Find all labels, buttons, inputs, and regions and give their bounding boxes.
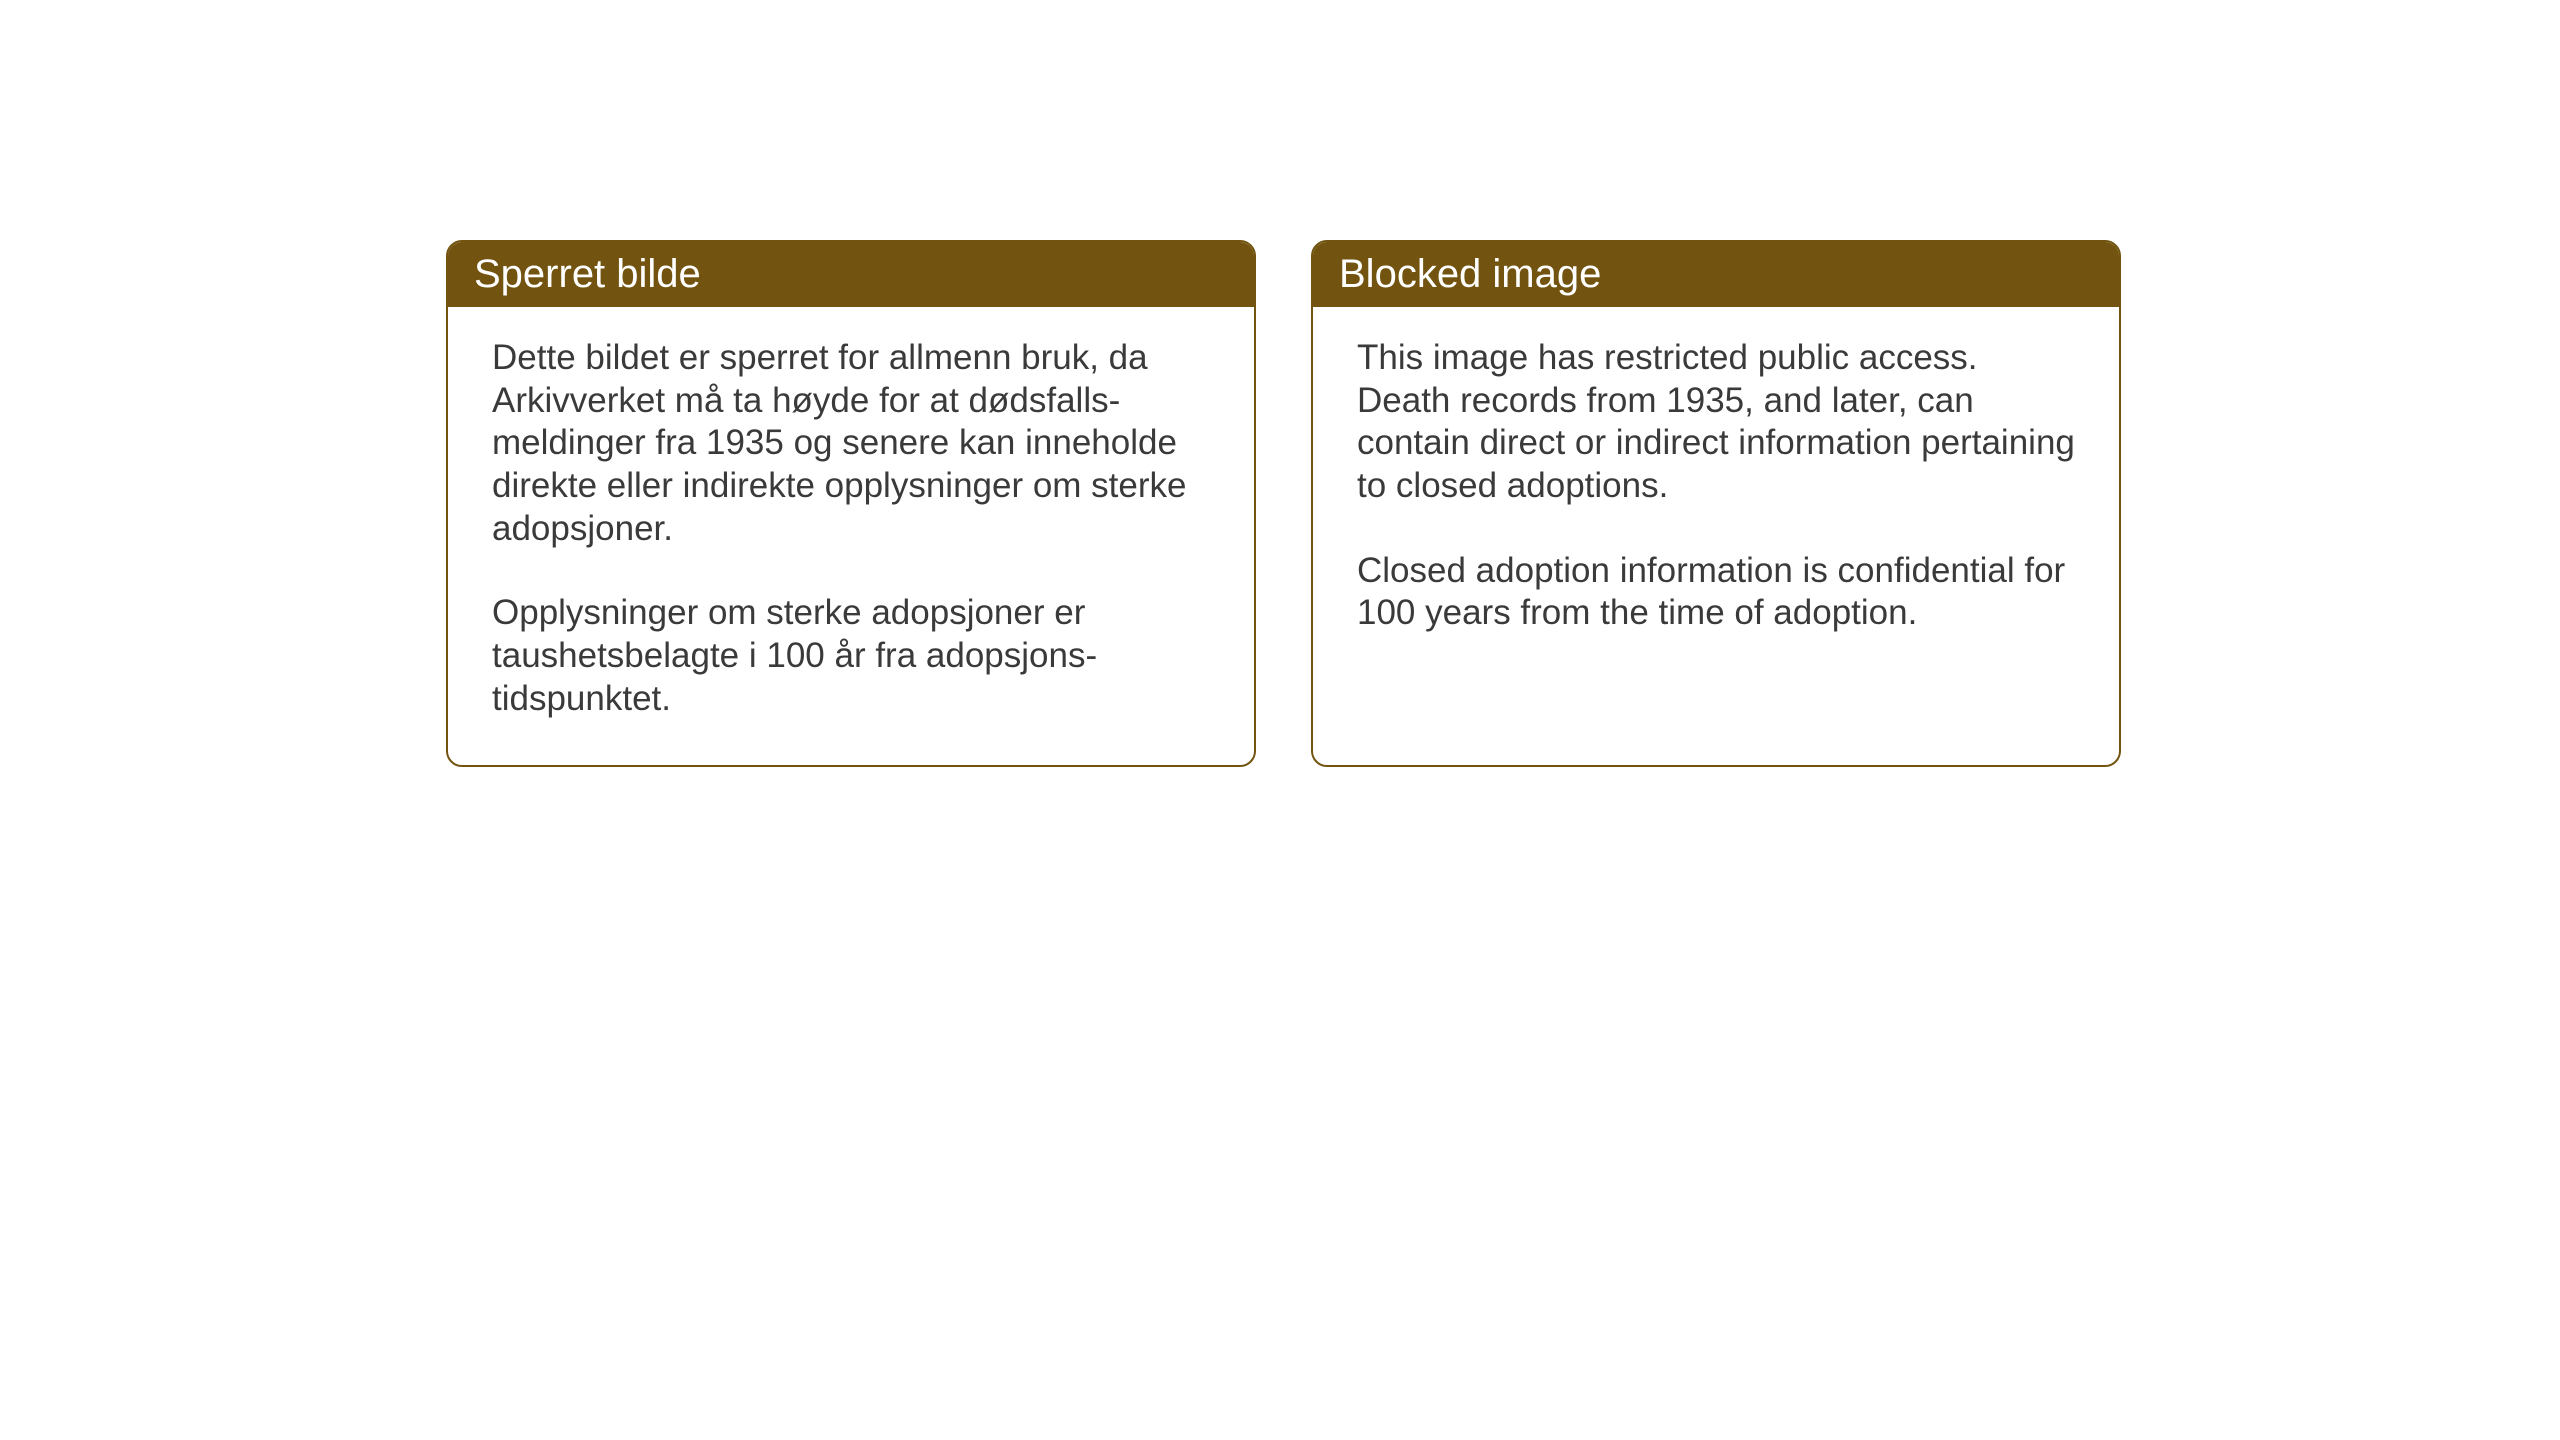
card-header-norwegian: Sperret bilde: [448, 242, 1254, 307]
card-paragraph-1-norwegian: Dette bildet er sperret for allmenn bruk…: [492, 337, 1210, 550]
card-body-norwegian: Dette bildet er sperret for allmenn bruk…: [448, 307, 1254, 765]
card-paragraph-2-norwegian: Opplysninger om sterke adopsjoner er tau…: [492, 592, 1210, 720]
card-body-english: This image has restricted public access.…: [1313, 307, 2119, 737]
card-paragraph-2-english: Closed adoption information is confident…: [1357, 550, 2075, 635]
card-norwegian: Sperret bilde Dette bildet er sperret fo…: [446, 240, 1256, 767]
cards-container: Sperret bilde Dette bildet er sperret fo…: [446, 240, 2121, 767]
card-header-english: Blocked image: [1313, 242, 2119, 307]
card-english: Blocked image This image has restricted …: [1311, 240, 2121, 767]
card-paragraph-1-english: This image has restricted public access.…: [1357, 337, 2075, 508]
